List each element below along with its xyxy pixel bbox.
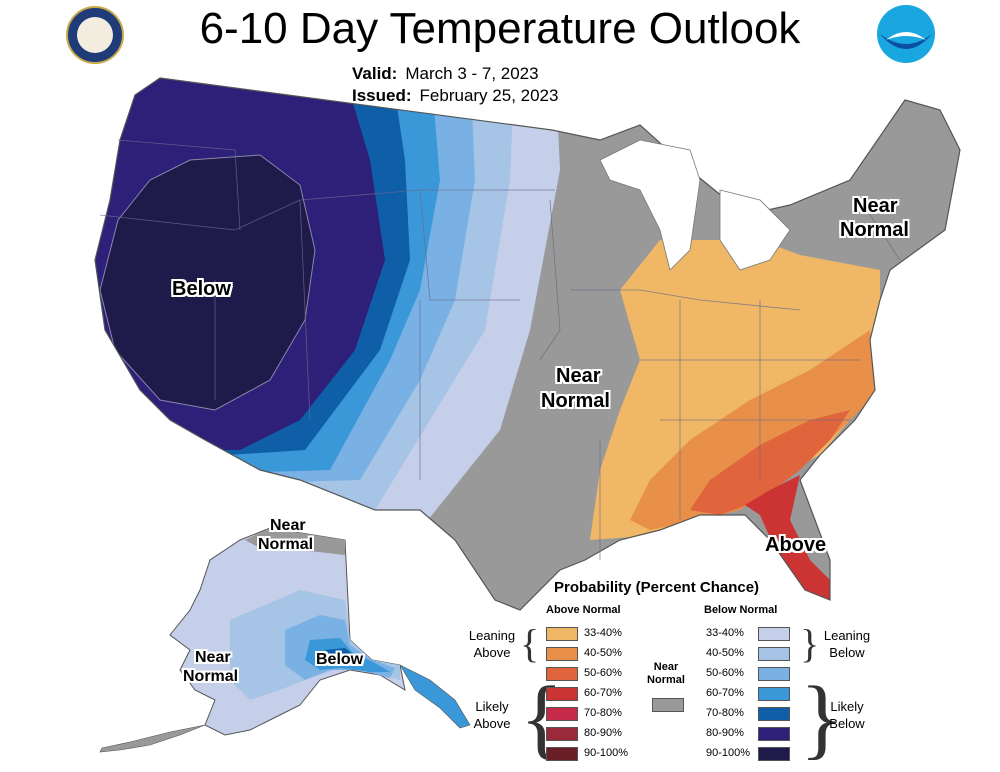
below-swatch-6 xyxy=(758,747,790,761)
issued-value: February 25, 2023 xyxy=(419,86,559,105)
noaa-logo xyxy=(877,5,935,63)
above-label-0: 33-40% xyxy=(584,627,622,639)
state-borders xyxy=(99,139,901,560)
near-normal-label: Near Normal xyxy=(643,661,689,687)
label-near-ne-2: Normal xyxy=(840,219,909,241)
below-label-3: 60-70% xyxy=(706,687,744,699)
seal-center xyxy=(77,17,113,53)
leaning-above-line2: Above xyxy=(473,645,511,660)
above-swatch-5 xyxy=(546,727,578,741)
near-normal-line1: Near xyxy=(653,661,679,673)
issued-label: Issued: xyxy=(352,86,412,105)
below-swatch-4 xyxy=(758,707,790,721)
brace-likely-below: } xyxy=(800,669,844,768)
near-normal-line2: Normal xyxy=(647,674,685,686)
alaska-below-70-80 xyxy=(325,648,360,663)
below-swatch-3 xyxy=(758,687,790,701)
leaning-below-label: Leaning Below xyxy=(815,627,879,661)
legend-above-header: Above Normal xyxy=(546,604,621,616)
label-ak-near-west-2: Normal xyxy=(183,668,239,685)
above-swatch-6 xyxy=(546,747,578,761)
legend-title: Probability (Percent Chance) xyxy=(554,579,760,596)
above-label-5: 80-90% xyxy=(584,727,622,739)
map-title: 6-10 Day Temperature Outlook xyxy=(199,4,801,53)
leaning-above-33-40 xyxy=(590,240,880,540)
label-near-ne-1: Near xyxy=(853,195,898,217)
above-label-4: 70-80% xyxy=(584,707,622,719)
below-label-6: 90-100% xyxy=(706,747,751,759)
valid-row: Valid: March 3 - 7, 2023 xyxy=(352,63,558,85)
above-label-2: 50-60% xyxy=(584,667,622,679)
above-swatch-2 xyxy=(546,667,578,681)
below-label-0: 33-40% xyxy=(706,627,744,639)
label-near-central-1: Near xyxy=(556,365,601,387)
likely-below-line1: Likely xyxy=(830,699,864,714)
valid-label: Valid: xyxy=(352,64,398,83)
label-near-central-2: Normal xyxy=(541,390,610,412)
below-label-1: 40-50% xyxy=(706,647,744,659)
label-ak-near-north-1: Near xyxy=(270,517,306,534)
likely-above-line2: Above xyxy=(473,716,511,731)
above-label-3: 60-70% xyxy=(584,687,622,699)
commerce-seal-logo xyxy=(66,6,124,64)
above-40-50 xyxy=(630,330,880,530)
above-swatch-3 xyxy=(546,687,578,701)
legend: Probability (Percent Chance) Above Norma… xyxy=(460,576,880,772)
near-normal-swatch xyxy=(652,698,684,712)
aleutian-chain xyxy=(99,724,206,753)
brace-leaning-above: { xyxy=(520,621,540,666)
likely-below-line2: Below xyxy=(829,716,865,731)
leaning-above-label: Leaning Above xyxy=(462,627,522,661)
above-label-1: 40-50% xyxy=(584,647,622,659)
below-swatch-2 xyxy=(758,667,790,681)
below-label-5: 80-90% xyxy=(706,727,744,739)
dates-block: Valid: March 3 - 7, 2023 Issued: February … xyxy=(352,63,558,107)
issued-row: Issued: February 25, 2023 xyxy=(352,85,558,107)
below-swatch-0 xyxy=(758,627,790,641)
above-swatch-4 xyxy=(546,707,578,721)
below-90-100 xyxy=(99,154,316,411)
likely-above-label: Likely Above xyxy=(462,698,522,732)
above-60-70 xyxy=(745,475,830,600)
alaska-near-normal-north xyxy=(245,528,345,555)
above-swatch-0 xyxy=(546,627,578,641)
below-label-2: 50-60% xyxy=(706,667,744,679)
label-ak-near-north-2: Normal xyxy=(258,536,314,553)
label-below-west: Below xyxy=(172,278,231,300)
below-label-4: 70-80% xyxy=(706,707,744,719)
alaska-map xyxy=(99,527,471,753)
leaning-below-line2: Below xyxy=(829,645,865,660)
above-swatch-1 xyxy=(546,647,578,661)
likely-below-label: Likely Below xyxy=(815,698,879,732)
below-swatch-1 xyxy=(758,647,790,661)
above-50-60 xyxy=(690,410,850,515)
valid-value: March 3 - 7, 2023 xyxy=(405,64,539,83)
label-ak-near-west-1: Near xyxy=(195,649,231,666)
likely-above-line1: Likely xyxy=(475,699,509,714)
brace-leaning-below: } xyxy=(800,621,820,666)
legend-below-header: Below Normal xyxy=(704,604,778,616)
alaska-panhandle xyxy=(399,664,471,729)
above-label-6: 90-100% xyxy=(584,747,629,759)
conus-map xyxy=(94,77,961,611)
conus-outline xyxy=(94,77,961,611)
label-ak-below: Below xyxy=(316,651,364,668)
leaning-above-line1: Leaning xyxy=(468,628,516,643)
label-above-southeast: Above xyxy=(765,534,827,556)
below-swatch-5 xyxy=(758,727,790,741)
leaning-below-line1: Leaning xyxy=(823,628,871,643)
great-lakes xyxy=(599,139,791,271)
